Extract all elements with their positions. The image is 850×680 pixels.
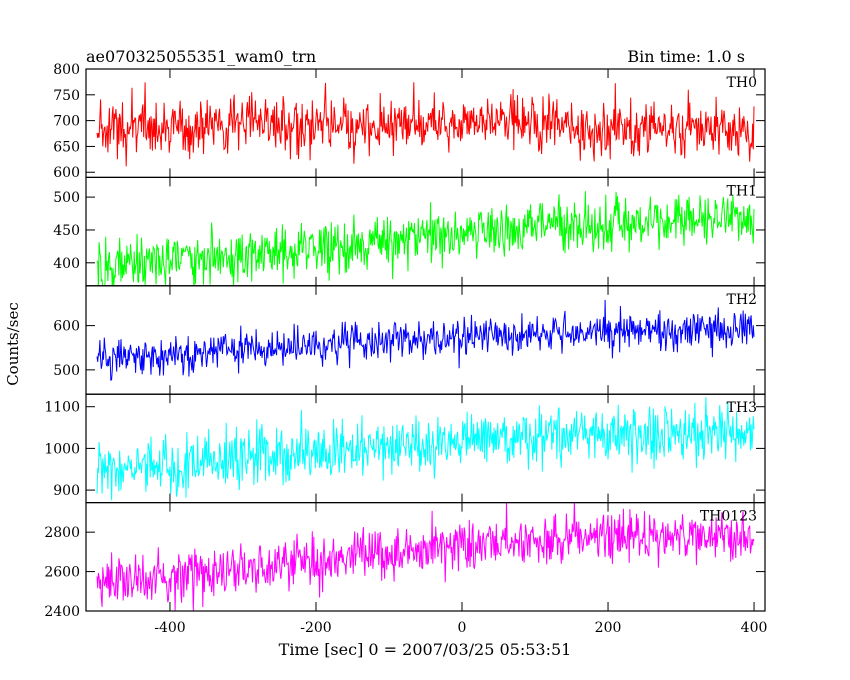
series-line-th1 [96,191,755,286]
y-tick-label: 750 [53,88,80,104]
series-line-th0123 [96,502,755,611]
x-tick-label: 400 [741,620,768,636]
y-tick-label: 800 [53,62,80,78]
panels: 600 650 700 750 800 TH0 400 450 500 TH1 500 600 TH2 9… [44,62,767,636]
panel-frame [85,68,766,179]
panel-label-th3: TH3 [727,400,757,416]
panel-label-th0: TH0 [727,75,757,91]
series-line-th2 [96,299,755,381]
x-tick-label: 0 [458,620,467,636]
x-tick-label: -400 [154,620,185,636]
x-tick-label: 200 [595,620,622,636]
panel-label-th1: TH1 [727,183,757,199]
y-tick-label: 600 [53,165,80,181]
y-tick-label: 1000 [44,441,80,457]
x-tick-label: -200 [300,620,331,636]
y-tick-label: 500 [53,363,80,379]
y-tick-label: 450 [53,223,80,239]
series-line-th3 [96,397,755,501]
chart-subtitle: Bin time: 1.0 s [627,47,745,66]
y-tick-label: 400 [53,256,80,272]
y-tick-label: 2800 [44,525,80,541]
y-tick-label: 700 [53,114,80,130]
y-tick-label: 500 [53,190,80,206]
y-tick-label: 650 [53,139,80,155]
y-tick-label: 1100 [44,400,80,416]
x-axis-label: Time [sec] 0 = 2007/03/25 05:53:51 [279,640,572,659]
y-tick-label: 900 [53,483,80,499]
series-line-th0 [96,82,755,167]
panel-label-th2: TH2 [727,292,757,308]
panel-label-th0123: TH0123 [700,509,757,525]
chart-title: ae070325055351_wam0_trn [86,47,316,66]
y-axis-label: Counts/sec [4,302,22,386]
y-tick-label: 2400 [44,604,80,620]
y-tick-label: 2600 [44,565,80,581]
y-tick-label: 600 [53,319,80,335]
panel-frame [85,502,766,612]
